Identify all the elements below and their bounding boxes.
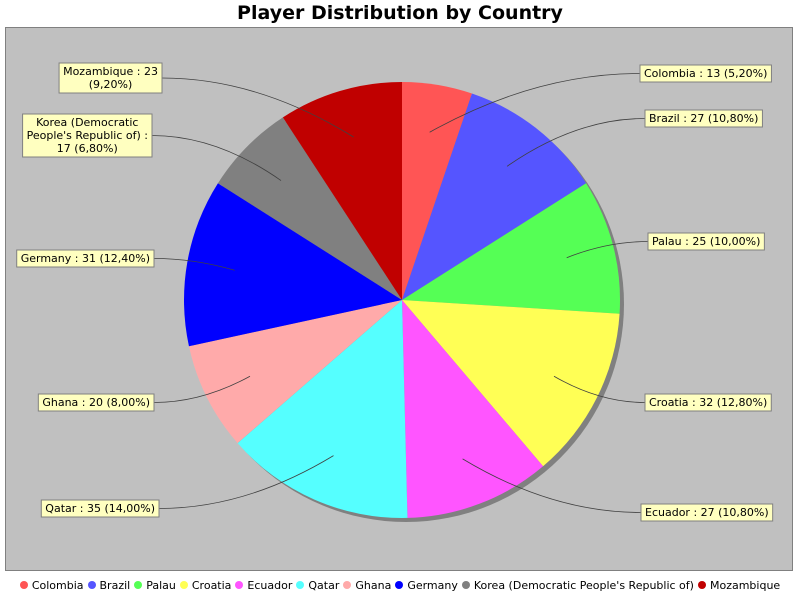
slice-label-qatar: Qatar : 35 (14,00%) xyxy=(40,455,334,518)
legend-label: Colombia xyxy=(31,579,84,592)
slice-label-mozambique: Mozambique : 23(9,20%) xyxy=(58,62,354,138)
legend-item-ecuador: Ecuador xyxy=(235,579,292,592)
label-box xyxy=(16,249,155,268)
pie-slice-germany[interactable] xyxy=(184,183,402,347)
label-box xyxy=(22,113,153,158)
legend-item-palau: Palau xyxy=(134,579,176,592)
pie-slice-colombia[interactable] xyxy=(402,82,472,300)
leader-line xyxy=(151,135,282,181)
legend-swatch xyxy=(461,581,470,589)
legend-item-qatar: Qatar xyxy=(296,579,339,592)
label-text: Palau : 25 (10,00%) xyxy=(652,235,760,248)
leader-line xyxy=(506,118,646,167)
legend-item-ghana: Ghana xyxy=(343,579,391,592)
label-box xyxy=(37,393,155,412)
legend: Colombia Brazil Palau Croatia Ecuador Qatar Gh… xyxy=(0,579,800,592)
legend-label: Ghana xyxy=(355,579,392,592)
pie-slice-mozambique[interactable] xyxy=(282,82,402,300)
pie-slice-ghana[interactable] xyxy=(188,300,402,444)
slice-label-palau: Palau : 25 (10,00%) xyxy=(566,232,765,259)
slice-label-croatia: Croatia : 32 (12,80%) xyxy=(553,375,772,412)
legend-label: Brazil xyxy=(99,579,131,592)
slice-label-ecuador: Ecuador : 27 (10,80%) xyxy=(462,458,774,522)
slice-label-brazil: Brazil : 27 (10,80%) xyxy=(506,109,763,167)
legend-swatch xyxy=(19,581,28,589)
label-text: 17 (6,80%) xyxy=(57,142,118,155)
pie-slice-korea-democratic-people-s-republic-of[interactable] xyxy=(217,117,402,300)
slice-label-colombia: Colombia : 13 (5,20%) xyxy=(429,64,772,133)
label-text: (9,20%) xyxy=(89,78,133,91)
label-box xyxy=(640,503,774,522)
legend-swatch xyxy=(343,581,352,589)
label-box xyxy=(40,499,160,518)
leader-line xyxy=(429,73,641,133)
pie-slice-palau[interactable] xyxy=(402,183,620,314)
pie-slice-ecuador[interactable] xyxy=(402,300,544,518)
label-text: Qatar : 35 (14,00%) xyxy=(45,502,155,515)
label-box xyxy=(644,393,772,412)
pie-slice-qatar[interactable] xyxy=(237,300,408,518)
legend-label: Korea (Democratic People's Republic of) xyxy=(473,579,694,592)
label-text: Ecuador : 27 (10,80%) xyxy=(645,506,769,519)
pie-slice-croatia[interactable] xyxy=(402,300,620,467)
label-text: Germany : 31 (12,40%) xyxy=(21,252,150,265)
leader-line xyxy=(553,375,646,403)
legend-item-korea-democratic-people-s-republic-of: Korea (Democratic People's Republic of) xyxy=(461,579,694,592)
legend-swatch xyxy=(296,581,305,589)
legend-label: Germany xyxy=(407,579,458,592)
slice-label-germany: Germany : 31 (12,40%) xyxy=(16,249,235,271)
label-box xyxy=(58,62,163,94)
legend-label: Ecuador xyxy=(247,579,293,592)
legend-label: Mozambique xyxy=(709,579,781,592)
legend-label: Qatar xyxy=(308,579,340,592)
leader-line xyxy=(462,458,642,513)
legend-swatch xyxy=(179,581,188,589)
chart-title: Player Distribution by Country xyxy=(237,2,563,24)
legend-swatch xyxy=(395,581,404,589)
pie-chart: Colombia : 13 (5,20%) Brazil : 27 (10,80%… xyxy=(16,62,774,522)
leader-line xyxy=(566,241,649,259)
plot-area: Colombia : 13 (5,20%) Brazil : 27 (10,80%… xyxy=(5,27,793,571)
legend-item-brazil: Brazil xyxy=(87,579,131,592)
label-box xyxy=(639,64,772,83)
leader-line xyxy=(158,455,334,509)
label-text: People's Republic of) : xyxy=(27,129,148,142)
label-text: Mozambique : 23 xyxy=(63,65,158,78)
legend-item-germany: Germany xyxy=(395,579,458,592)
label-box xyxy=(647,232,765,251)
label-box xyxy=(644,109,763,128)
label-text: Brazil : 27 (10,80%) xyxy=(649,112,758,125)
pie-slice-brazil[interactable] xyxy=(402,93,587,301)
leader-line xyxy=(161,77,354,138)
legend-swatch xyxy=(235,581,244,589)
label-text: Korea (Democratic xyxy=(36,116,138,129)
legend-label: Croatia xyxy=(191,579,232,592)
legend-item-colombia: Colombia xyxy=(19,579,84,592)
legend-label: Palau xyxy=(146,579,176,592)
legend-swatch xyxy=(697,581,706,589)
legend-item-croatia: Croatia xyxy=(179,579,232,592)
legend-swatch xyxy=(87,581,96,589)
leader-line xyxy=(153,375,251,403)
slice-label-ghana: Ghana : 20 (8,00%) xyxy=(37,375,251,412)
legend-item-mozambique: Mozambique xyxy=(697,579,781,592)
leader-line xyxy=(153,258,235,271)
label-text: Croatia : 32 (12,80%) xyxy=(649,396,767,409)
label-text: Ghana : 20 (8,00%) xyxy=(42,396,150,409)
label-text: Colombia : 13 (5,20%) xyxy=(644,67,767,80)
legend-swatch xyxy=(134,581,143,589)
